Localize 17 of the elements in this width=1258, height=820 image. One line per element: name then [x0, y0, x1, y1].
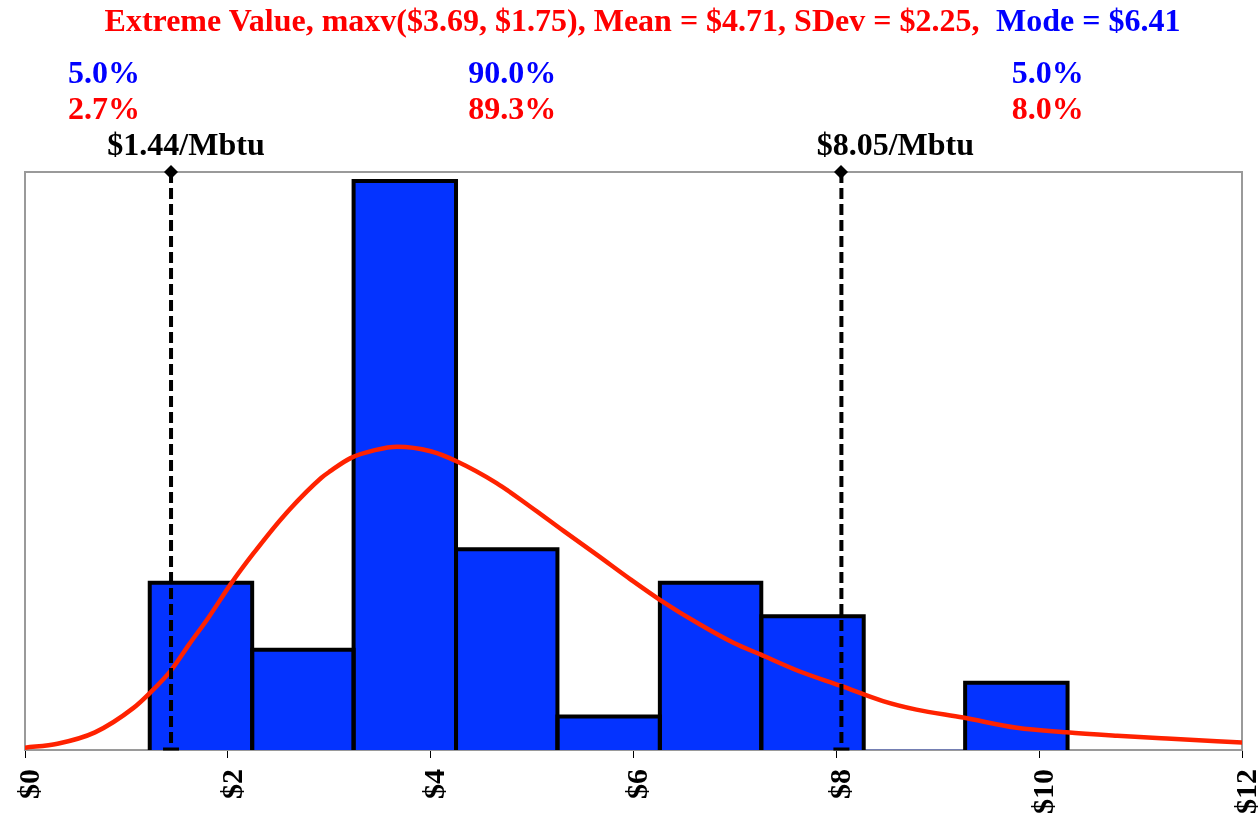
x-tick-label: $2 — [214, 769, 248, 799]
text: 8.0% — [1011, 90, 1084, 127]
x-tick-label: $12 — [1228, 769, 1258, 814]
text: 90.0% — [468, 54, 557, 91]
x-tick-label: $8 — [823, 769, 857, 799]
text: 5.0% — [68, 54, 141, 91]
chart-title: Extreme Value, maxv($3.69, $1.75), Mean = $4.71, SDev = $2.25, — [104, 2, 980, 39]
text: 5.0% — [1011, 54, 1084, 91]
ref-line-label: $8.05/Mbtu — [816, 126, 975, 163]
text: 2.7% — [68, 90, 141, 127]
x-tick-label: $4 — [417, 769, 451, 799]
x-tick-label: $6 — [620, 769, 654, 799]
text: 89.3% — [468, 90, 557, 127]
chart-subtitle: Mode = $6.41 — [996, 2, 1181, 39]
x-tick-label: $0 — [11, 769, 45, 799]
x-tick-label: $10 — [1025, 769, 1059, 814]
ref-line-label: $1.44/Mbtu — [107, 126, 265, 163]
